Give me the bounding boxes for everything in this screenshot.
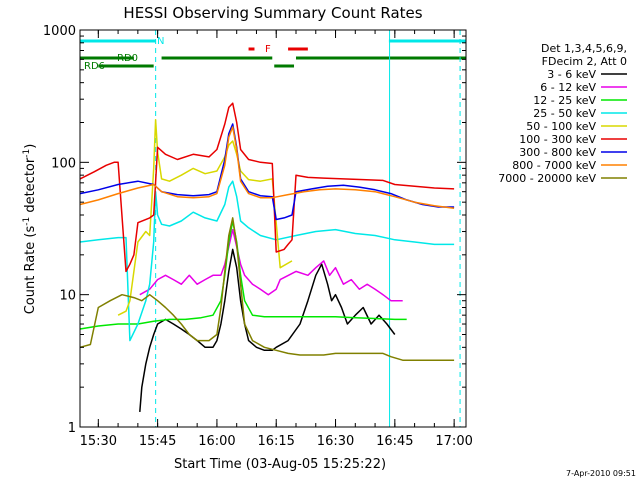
series-line-4 (117, 118, 293, 316)
legend-entry-label-6: 300 - 800 keV (519, 146, 596, 159)
x-tick-label-6: 17:00 (435, 434, 472, 449)
flag-label-f: F (265, 44, 271, 55)
flag-bars (80, 39, 466, 68)
x-tick-label-2: 16:00 (198, 434, 235, 449)
legend-header-line-1: Det 1,3,4,5,6,9, (541, 42, 627, 55)
legend-entry-label-3: 25 - 50 keV (533, 107, 596, 120)
x-axis-label: Start Time (03-Aug-05 15:25:22) (174, 457, 386, 472)
series-line-3 (79, 180, 455, 342)
series-line-0 (139, 248, 396, 412)
legend-entry-label-8: 7000 - 20000 keV (498, 172, 596, 185)
x-tick-label-0: 15:30 (80, 434, 117, 449)
series-line-1 (139, 228, 403, 302)
legend-entry-label-4: 50 - 100 keV (526, 120, 596, 133)
y-axis-label: Count Rate (s-1 detector-1) (22, 144, 38, 315)
flag-label-n: N (157, 36, 164, 47)
x-tick-label-4: 16:30 (317, 434, 354, 449)
y-tick-label-1: 10 (59, 289, 76, 304)
y-axis-ticks: 1 10 100 1000 (43, 24, 466, 436)
x-tick-label-3: 16:15 (257, 434, 294, 449)
plot-frame (79, 29, 467, 428)
series-lines (79, 102, 455, 412)
x-axis-ticks: 15:30 15:45 16:00 16:15 16:30 16:45 17:00 (80, 30, 473, 449)
series-line-5 (79, 102, 455, 273)
chart-title: HESSI Observing Summary Count Rates (123, 4, 422, 22)
legend-entry-label-0: 3 - 6 keV (547, 68, 596, 81)
series-line-7 (79, 126, 455, 209)
legend-entry-label-2: 12 - 25 keV (533, 94, 596, 107)
flag-label-rd6: RD6 (84, 61, 105, 72)
x-tick-label-1: 15:45 (139, 434, 176, 449)
y-tick-label-3: 1000 (43, 24, 76, 39)
flag-annotations: N RD0 RD6 F (84, 36, 271, 72)
legend: Det 1,3,4,5,6,9, FDecim 2, Att 0 3 - 6 k… (498, 42, 627, 185)
flag-label-rd0: RD0 (117, 53, 138, 64)
x-tick-label-5: 16:45 (376, 434, 413, 449)
series-line-8 (79, 217, 455, 361)
legend-entry-label-7: 800 - 7000 keV (512, 159, 596, 172)
legend-entry-label-1: 6 - 12 keV (540, 81, 596, 94)
y-tick-label-2: 100 (51, 156, 76, 171)
y-tick-label-0: 1 (68, 421, 76, 436)
footer-timestamp: 7-Apr-2010 09:51 (566, 469, 636, 478)
legend-header-line-2: FDecim 2, Att 0 (542, 55, 627, 68)
legend-entry-label-5: 100 - 300 keV (519, 133, 596, 146)
